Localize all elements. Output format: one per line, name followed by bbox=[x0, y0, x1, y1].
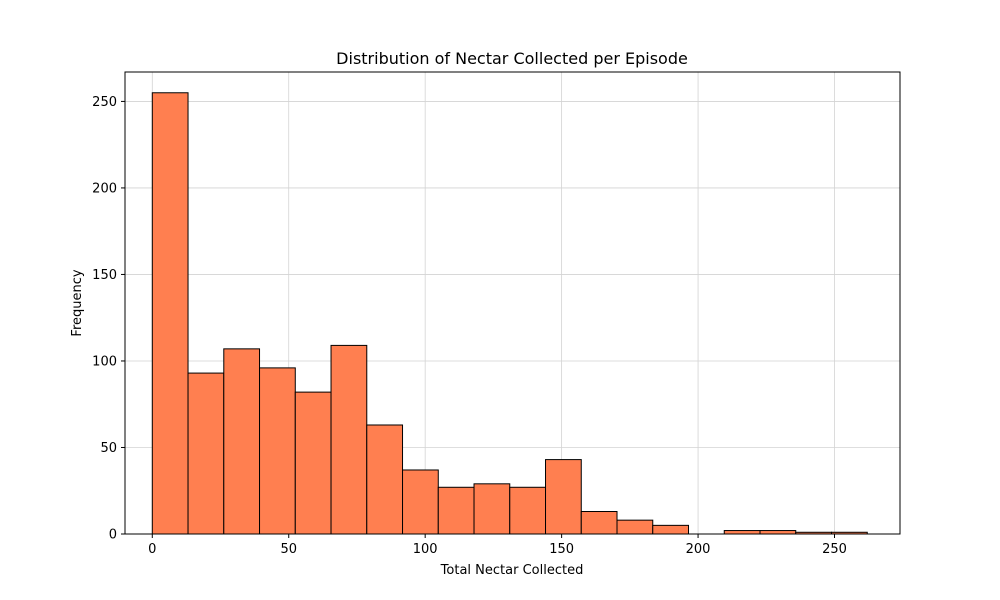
x-axis-label: Total Nectar Collected bbox=[440, 563, 584, 578]
y-tick-label: 100 bbox=[92, 354, 117, 369]
histogram-bar bbox=[652, 524, 690, 535]
histogram-bar bbox=[366, 424, 404, 535]
histogram-bar bbox=[616, 519, 654, 535]
chart-title: Distribution of Nectar Collected per Epi… bbox=[336, 49, 688, 68]
histogram-bar bbox=[473, 483, 511, 535]
y-tick-label: 50 bbox=[100, 441, 117, 456]
histogram-bar bbox=[545, 459, 582, 535]
histogram-bar bbox=[723, 530, 761, 535]
y-tick-label: 150 bbox=[92, 268, 117, 283]
x-tick-label: 150 bbox=[549, 542, 574, 557]
x-tick-label: 0 bbox=[148, 542, 156, 557]
histogram-bar bbox=[151, 92, 189, 535]
histogram-bar bbox=[509, 486, 547, 535]
x-tick-label: 250 bbox=[822, 542, 847, 557]
histogram-bar bbox=[580, 511, 618, 535]
x-tick-label: 100 bbox=[413, 542, 438, 557]
bars-layer bbox=[151, 92, 868, 535]
histogram-bar bbox=[330, 344, 368, 535]
histogram-bar bbox=[259, 367, 296, 535]
axes-layer: 0 50 100 150 200 250 0 50 100 150 200 250 bbox=[92, 71, 901, 557]
y-axis-label: Frequency bbox=[70, 269, 85, 336]
histogram-bar bbox=[402, 469, 439, 535]
y-tick-label: 0 bbox=[109, 528, 117, 543]
histogram-bar bbox=[759, 530, 797, 535]
histogram-bar bbox=[223, 348, 261, 535]
histogram-bar bbox=[294, 391, 332, 535]
y-tick-label: 250 bbox=[92, 95, 117, 110]
plot-frame bbox=[124, 71, 901, 535]
x-tick-label: 200 bbox=[686, 542, 711, 557]
x-tick-label: 50 bbox=[280, 542, 297, 557]
y-tick-label: 200 bbox=[92, 181, 117, 196]
histogram-bar bbox=[437, 486, 475, 535]
histogram-bar bbox=[187, 372, 225, 535]
